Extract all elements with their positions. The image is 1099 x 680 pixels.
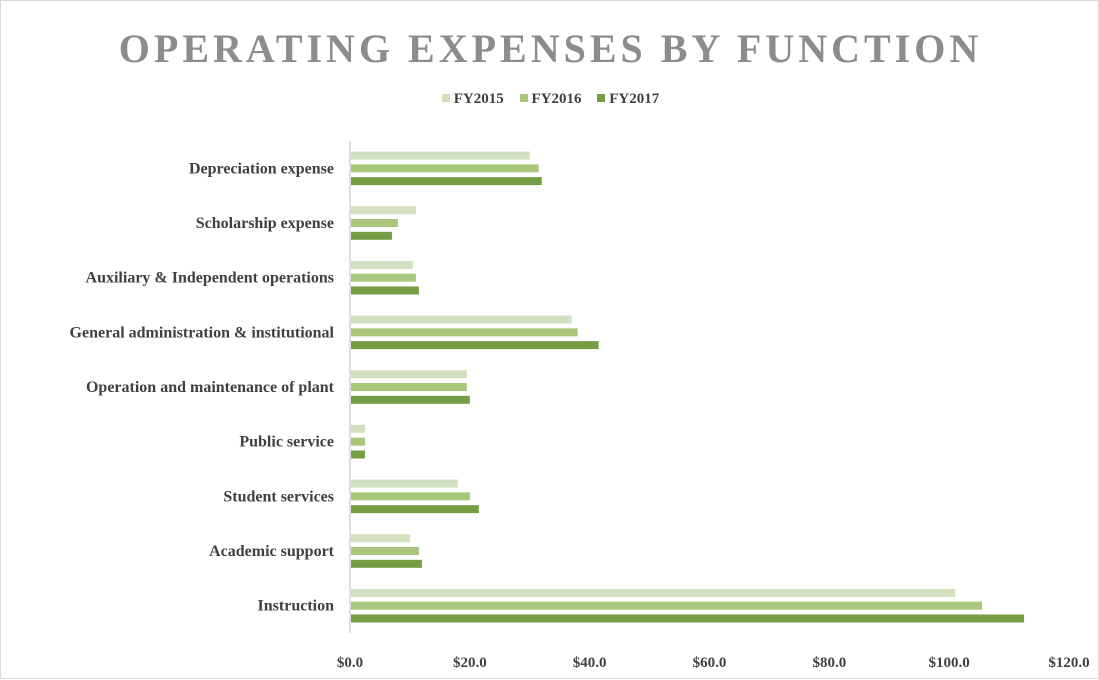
bar-fy2017-operation-and-maintenance-of-plant (351, 395, 470, 404)
bar-fy2015-depreciation-expense (351, 151, 530, 160)
chart-legend: FY2015 FY2016 FY2017 (1, 91, 1099, 108)
bar-fy2017-public-service (351, 450, 365, 459)
bar-fy2015-public-service (351, 424, 365, 433)
bar-fy2015-instruction (351, 588, 956, 597)
bar-fy2015-academic-support (351, 534, 410, 543)
bar-fy2017-general-administration-institutional (351, 341, 599, 350)
bar-fy2015-auxiliary-independent-operations (351, 260, 413, 269)
legend-swatch-fy2016 (519, 94, 528, 102)
category-label: Student services (223, 488, 334, 505)
legend-item-fy2016: FY2016 (519, 91, 582, 108)
bar-fy2016-operation-and-maintenance-of-plant (351, 383, 467, 391)
bar-fy2016-student-services (351, 492, 470, 501)
category-label: Public service (239, 434, 334, 451)
category-label: Academic support (209, 543, 335, 560)
legend-item-fy2015: FY2015 (441, 91, 504, 108)
bar-fy2017-auxiliary-independent-operations (351, 286, 419, 295)
category-label: Scholarship expense (196, 215, 334, 232)
legend-label-fy2017: FY2017 (609, 91, 660, 107)
bar-fy2015-general-administration-institutional (351, 315, 572, 324)
category-label: Instruction (258, 598, 335, 615)
bar-fy2017-academic-support (351, 559, 422, 568)
bar-fy2017-depreciation-expense (351, 177, 542, 186)
x-tick-label: $80.0 (812, 655, 846, 671)
x-tick-label: $0.0 (337, 655, 363, 671)
x-tick-label: $60.0 (693, 655, 727, 671)
category-label: Operation and maintenance of plant (86, 379, 335, 396)
bar-fy2015-operation-and-maintenance-of-plant (351, 370, 467, 379)
x-tick-label: $20.0 (453, 655, 487, 671)
bar-fy2015-student-services (351, 479, 458, 488)
bar-fy2016-scholarship-expense (351, 219, 398, 227)
bar-fy2017-student-services (351, 505, 479, 514)
bar-fy2017-instruction (351, 614, 1025, 623)
category-label: Auxiliary & Independent operations (86, 270, 334, 287)
category-label: Depreciation expense (189, 160, 334, 177)
legend-label-fy2015: FY2015 (453, 91, 504, 107)
x-tick-label: $100.0 (929, 655, 970, 671)
bar-fy2017-scholarship-expense (351, 231, 392, 240)
x-tick-label: $120.0 (1048, 655, 1089, 671)
bar-fy2016-academic-support (351, 547, 419, 555)
chart-title: OPERATING EXPENSES BY FUNCTION (118, 26, 983, 71)
legend-swatch-fy2017 (597, 94, 606, 102)
legend-item-fy2017: FY2017 (597, 91, 659, 108)
bar-fy2016-depreciation-expense (351, 164, 539, 173)
bar-fy2016-public-service (351, 437, 365, 446)
category-label: General administration & institutional (70, 324, 335, 341)
legend-label-fy2016: FY2016 (531, 91, 582, 107)
bar-fy2016-instruction (351, 601, 983, 610)
bar-fy2015-scholarship-expense (351, 206, 416, 215)
bar-fy2016-general-administration-institutional (351, 328, 578, 337)
legend-swatch-fy2015 (441, 94, 450, 102)
bar-fy2016-auxiliary-independent-operations (351, 273, 416, 282)
x-tick-label: $40.0 (573, 655, 607, 671)
